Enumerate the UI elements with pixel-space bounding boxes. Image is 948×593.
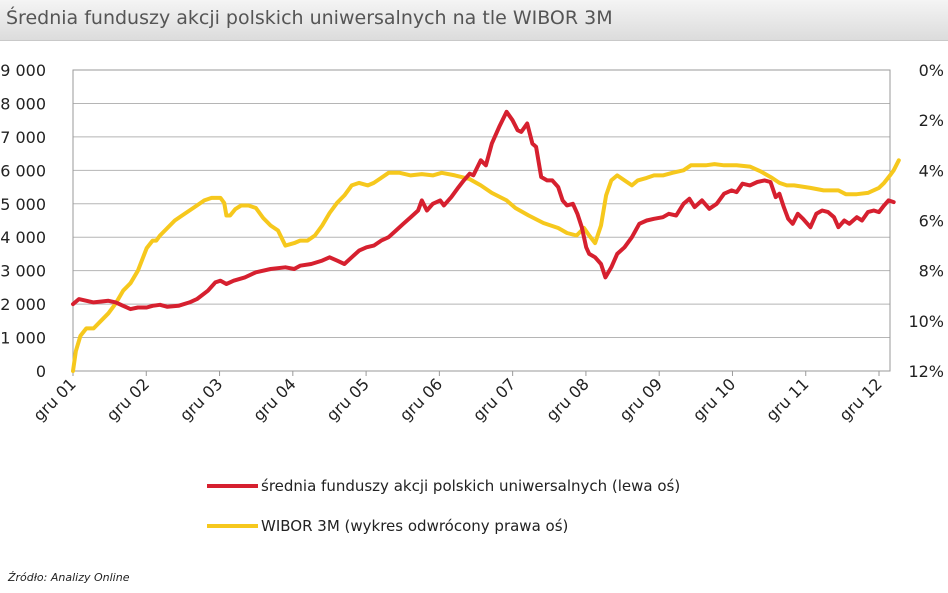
right-axis-tick-label: 0% [919,61,944,80]
right-axis-tick-label: 10% [908,312,944,331]
x-axis-tick-label: gru 03 [176,374,226,424]
x-axis-tick-marks [72,371,880,376]
right-axis-tick-label: 8% [919,262,944,281]
right-axis-tick-label: 2% [919,111,944,130]
x-axis-tick-label: gru 10 [689,374,739,424]
left-axis-tick-label: 5 000 [0,195,46,214]
left-axis-tick-label: 4 000 [0,228,46,247]
title-bar: Średnia funduszy akcji polskich uniwersa… [0,0,948,41]
x-axis-tick-label: gru 06 [396,374,446,424]
grid-lines [73,102,890,339]
legend: średnia funduszy akcji polskich uniwersa… [207,477,680,535]
x-axis-tick-label: gru 05 [322,374,372,424]
left-axis-tick-label: 7 000 [0,128,46,147]
left-axis-tick-label: 1 000 [0,329,46,348]
left-axis-tick-label: 9 000 [0,61,46,80]
legend-label: WIBOR 3M (wykres odwrócony prawa oś) [261,517,568,535]
legend-label: średnia funduszy akcji polskich uniwersa… [261,477,680,495]
x-axis-tick-label: gru 11 [762,374,812,424]
right-axis-tick-labels: 0% 2% 4% 6% 8% 10% 12% [908,61,944,381]
left-axis-tick-label: 0 [36,362,46,381]
right-axis-tick-label: 12% [908,362,944,381]
series-layer [71,109,901,373]
x-axis-tick-labels: gru 01 gru 02 gru 03 gru 04 gru 05 gru 06 gru … [29,374,885,424]
right-axis-tick-label: 4% [919,161,944,180]
chart-title: Średnia funduszy akcji polskich uniwersa… [6,7,613,29]
left-axis-tick-label: 2 000 [0,295,46,314]
x-axis-tick-label: gru 01 [29,374,79,424]
line-chart: 0 1 000 2 000 3 000 4 000 5 000 6 000 7 000 8 00… [0,61,944,535]
x-axis-tick-label: gru 07 [469,374,519,424]
series-line-funds-average [71,109,896,312]
x-axis-tick-label: gru 02 [103,374,153,424]
plot-area-frame [72,69,891,372]
series-line-wibor-3m [71,158,901,373]
x-axis-tick-label: gru 08 [542,374,592,424]
left-axis-tick-label: 3 000 [0,262,46,281]
left-axis-tick-label: 8 000 [0,94,46,113]
x-axis-tick-label: gru 04 [249,374,299,424]
left-axis-tick-label: 6 000 [0,161,46,180]
x-axis-tick-label: gru 09 [616,374,666,424]
x-axis-tick-label: gru 12 [835,374,885,424]
right-axis-tick-label: 6% [919,212,944,231]
left-axis-tick-labels: 0 1 000 2 000 3 000 4 000 5 000 6 000 7 000 8 00… [0,61,46,381]
source-note: Źródło: Analizy Online [8,571,130,584]
